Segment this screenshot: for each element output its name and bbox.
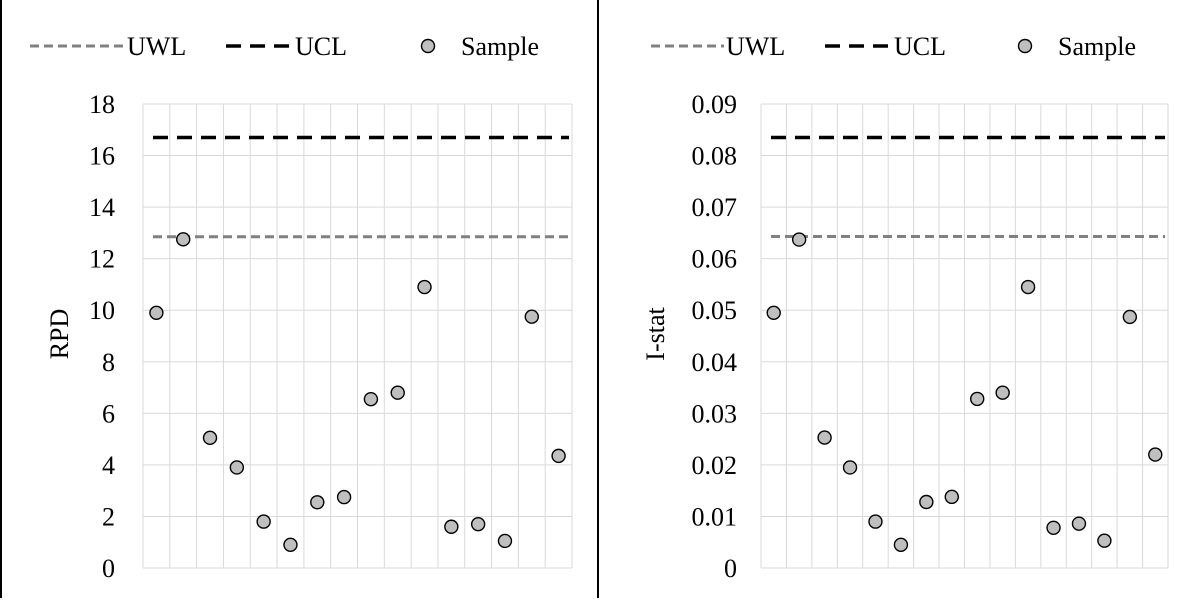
rpd-y-tick-labels: 0 2 4 6 8 10 12 14 16 18	[89, 90, 115, 583]
sample-point	[390, 385, 405, 400]
sample-point	[1097, 533, 1112, 548]
sample-point	[944, 489, 959, 505]
legend-uwl-label: UWL	[127, 32, 186, 61]
sample-point	[995, 385, 1010, 400]
y-tick-label: 2	[102, 502, 115, 531]
sample-point	[868, 514, 883, 529]
sample-point	[551, 448, 566, 464]
sample-point	[336, 489, 352, 505]
y-tick-label: 4	[102, 451, 115, 480]
y-tick-label: 0.02	[692, 451, 738, 480]
y-tick-label: 0.04	[692, 348, 738, 377]
sample-point	[310, 495, 325, 510]
sample-point	[817, 430, 832, 445]
istat-plot-area	[760, 103, 1169, 569]
sample-point	[444, 519, 459, 534]
y-tick-label: 14	[89, 193, 115, 222]
sample-point	[1122, 309, 1138, 325]
y-tick-label: 18	[89, 90, 115, 119]
y-tick-label: 0.08	[692, 142, 738, 171]
sample-point	[893, 537, 909, 552]
legend-sample-marker	[1017, 38, 1033, 54]
sample-point	[791, 232, 807, 247]
rpd-legend: UWL UCL Sample	[30, 32, 539, 61]
sample-point	[1148, 447, 1163, 462]
y-tick-label: 0.07	[692, 193, 738, 222]
legend-sample-label: Sample	[461, 32, 539, 61]
sample-point	[524, 309, 539, 324]
sample-point	[149, 305, 164, 320]
y-tick-label: 6	[102, 399, 115, 428]
legend-sample-label: Sample	[1058, 32, 1136, 61]
y-tick-label: 12	[89, 245, 115, 274]
legend-ucl-label: UCL	[894, 32, 946, 61]
legend-ucl-label: UCL	[295, 32, 347, 61]
sample-point	[1046, 520, 1061, 535]
y-tick-label: 0	[724, 554, 737, 583]
istat-y-axis-label: I-stat	[641, 307, 670, 361]
legend-uwl-label: UWL	[726, 32, 785, 61]
sample-point	[497, 533, 513, 549]
y-tick-label: 0.09	[692, 90, 738, 119]
y-tick-label: 10	[89, 296, 115, 325]
sample-point	[417, 279, 432, 295]
istat-legend: UWL UCL Sample	[651, 32, 1136, 61]
y-tick-label: 0.06	[692, 245, 738, 274]
y-tick-label: 16	[89, 142, 115, 171]
sample-point	[766, 305, 781, 320]
rpd-chart-panel: UWL UCL Sample RPD 0 2 4 6 8 10 12 14 16…	[30, 32, 573, 583]
rpd-y-axis-label: RPD	[45, 309, 74, 360]
y-tick-label: 0.01	[692, 502, 738, 531]
y-tick-label: 0	[102, 554, 115, 583]
y-tick-label: 0.05	[692, 296, 738, 325]
sample-point	[363, 391, 379, 407]
sample-point	[283, 537, 298, 552]
sample-point	[229, 460, 245, 475]
sample-point	[470, 516, 486, 532]
istat-chart-panel: UWL UCL Sample I-stat 0 0.01 0.02 0.03 0…	[641, 32, 1169, 583]
y-tick-label: 8	[102, 348, 115, 377]
y-tick-label: 0.03	[692, 399, 738, 428]
sample-point	[202, 430, 218, 446]
sample-point	[176, 232, 191, 247]
sample-point	[919, 494, 934, 510]
sample-point	[842, 460, 858, 475]
sample-point	[256, 514, 271, 529]
sample-point	[970, 391, 985, 407]
istat-y-tick-labels: 0 0.01 0.02 0.03 0.04 0.05 0.06 0.07 0.0…	[692, 90, 738, 583]
sample-point	[1020, 279, 1036, 295]
legend-sample-marker	[420, 38, 436, 54]
rpd-plot-area	[142, 103, 573, 569]
sample-point	[1071, 516, 1087, 531]
